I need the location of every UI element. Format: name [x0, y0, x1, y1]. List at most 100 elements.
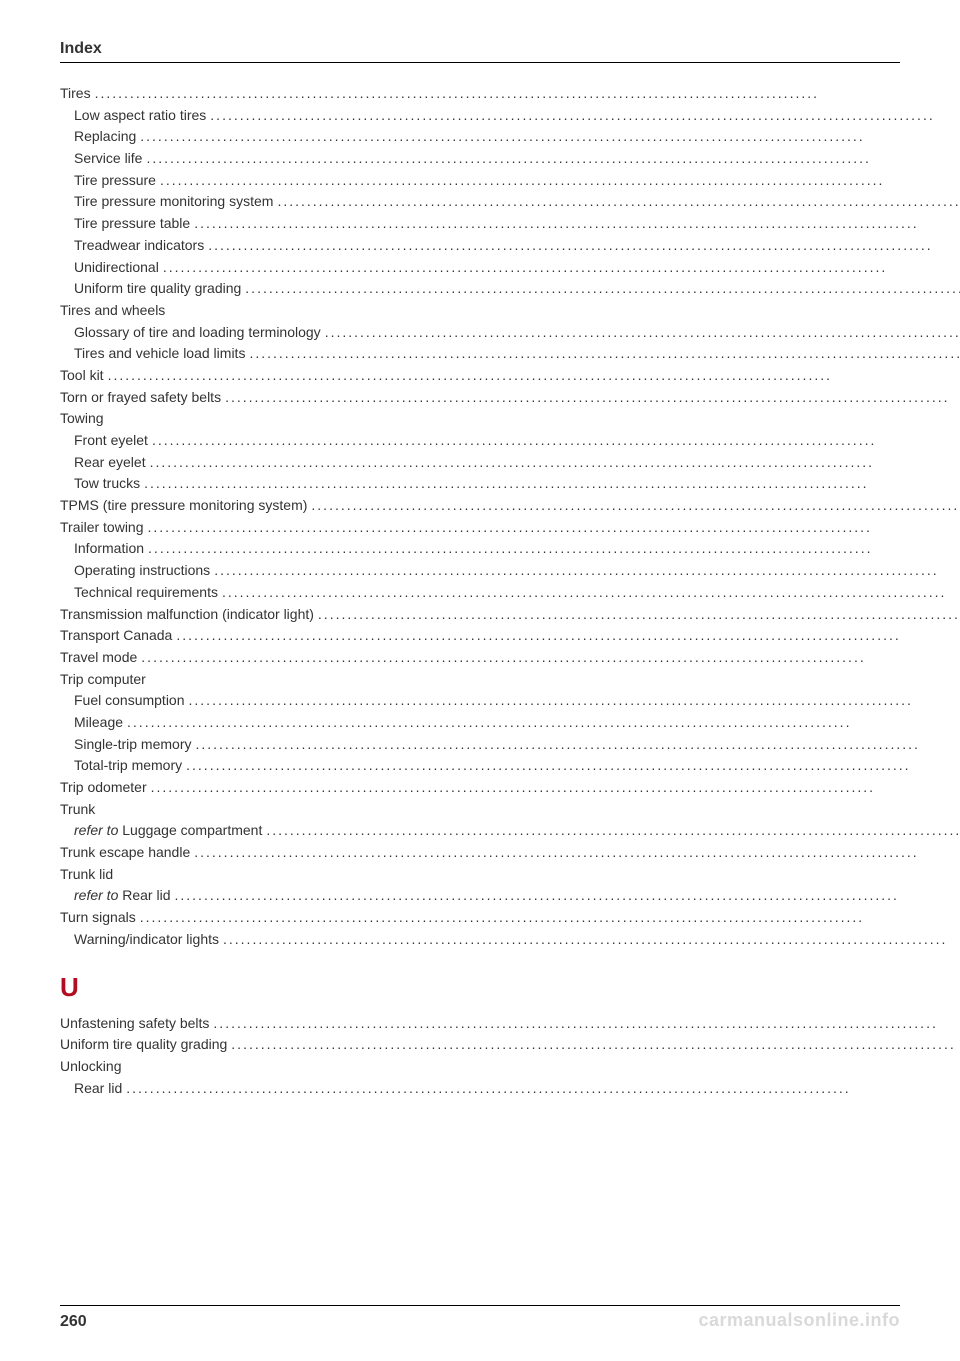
- leader-dots: [318, 604, 960, 626]
- index-entry: Trunk escape handle34: [60, 842, 960, 864]
- entry-label: Unlocking: [60, 1056, 121, 1078]
- entry-label: Tow trucks: [74, 473, 140, 495]
- entry-label: Single-trip memory: [74, 734, 191, 756]
- index-entry: Unlocking: [60, 1056, 960, 1078]
- left-column: Tires207Low aspect ratio tires223Replaci…: [60, 83, 960, 1100]
- entry-label: Travel mode: [60, 647, 137, 669]
- leader-dots: [151, 777, 960, 799]
- index-entry: Transport Canada119: [60, 625, 960, 647]
- entry-label: Tire pressure monitoring system: [74, 191, 273, 213]
- entry-label: Tires: [60, 83, 91, 105]
- index-entry: Tires207: [60, 83, 960, 105]
- leader-dots: [231, 1034, 960, 1056]
- index-entry: Rear eyelet241: [60, 452, 960, 474]
- leader-dots: [175, 885, 960, 907]
- index-entry: Tire pressure monitoring system224, 225: [60, 191, 960, 213]
- leader-dots: [325, 322, 960, 344]
- index-entry: Trunk lid: [60, 864, 960, 886]
- leader-dots: [140, 907, 960, 929]
- leader-dots: [225, 387, 960, 409]
- index-entry: Tires and vehicle load limits219: [60, 343, 960, 365]
- index-entry: Fuel consumption22: [60, 690, 960, 712]
- section-letter: U: [60, 967, 960, 1007]
- index-entry: Warning/indicator lights20: [60, 929, 960, 951]
- index-entry: Technical requirements179, 180: [60, 582, 960, 604]
- watermark-site: carmanualsonline.info: [698, 1310, 900, 1331]
- index-entry: Torn or frayed safety belts124: [60, 387, 960, 409]
- leader-dots: [150, 452, 960, 474]
- entry-label: Tire pressure table: [74, 213, 190, 235]
- leader-dots: [195, 734, 960, 756]
- leader-dots: [148, 517, 960, 539]
- entry-label: Replacing: [74, 126, 136, 148]
- index-entry: Mileage22: [60, 712, 960, 734]
- entry-label: Unidirectional: [74, 257, 159, 279]
- entry-label: Front eyelet: [74, 430, 148, 452]
- leader-dots: [160, 170, 960, 192]
- leader-dots: [126, 1078, 960, 1100]
- entry-label: Glossary of tire and loading terminology: [74, 322, 321, 344]
- index-entry: Tow trucks240: [60, 473, 960, 495]
- index-entry: Uniform tire quality grading224: [60, 278, 960, 300]
- index-entry: TPMS (tire pressure monitoring system)22…: [60, 495, 960, 517]
- index-entry: Trip computer: [60, 669, 960, 691]
- entry-label: Towing: [60, 408, 104, 430]
- index-entry: Trip odometer10: [60, 777, 960, 799]
- leader-dots: [189, 690, 960, 712]
- index-entry: refer to Luggage compartment63, 116: [60, 820, 960, 842]
- index-entry: Low aspect ratio tires223: [60, 105, 960, 127]
- entry-label: Trailer towing: [60, 517, 144, 539]
- entry-label: Trip computer: [60, 669, 146, 691]
- index-entry: Travel mode50: [60, 647, 960, 669]
- index-entry: Tire pressure217, 226: [60, 170, 960, 192]
- page-number: 260: [60, 1313, 87, 1331]
- entry-label: Uniform tire quality grading: [60, 1034, 227, 1056]
- index-entry: Turn signals49: [60, 907, 960, 929]
- index-entry: Transmission malfunction (indicator ligh…: [60, 604, 960, 626]
- leader-dots: [214, 560, 960, 582]
- entry-label: refer to Rear lid: [74, 885, 171, 907]
- entry-label: Turn signals: [60, 907, 136, 929]
- index-entry: Towing: [60, 408, 960, 430]
- index-entry: Tire pressure table218: [60, 213, 960, 235]
- entry-label: refer to Luggage compartment: [74, 820, 262, 842]
- leader-dots: [140, 126, 960, 148]
- leader-dots: [95, 83, 960, 105]
- leader-dots: [108, 365, 960, 387]
- index-entry: Tires and wheels: [60, 300, 960, 322]
- index-entry: Treadwear indicators215: [60, 235, 960, 257]
- index-header: Index: [60, 40, 900, 63]
- leader-dots: [222, 582, 960, 604]
- entry-label: Mileage: [74, 712, 123, 734]
- index-entry: Replacing228: [60, 126, 960, 148]
- entry-label: Trip odometer: [60, 777, 147, 799]
- leader-dots: [127, 712, 960, 734]
- leader-dots: [277, 191, 960, 213]
- entry-label: Rear eyelet: [74, 452, 146, 474]
- index-entry: Unidirectional209: [60, 257, 960, 279]
- entry-label: Torn or frayed safety belts: [60, 387, 221, 409]
- entry-label: TPMS (tire pressure monitoring system): [60, 495, 307, 517]
- leader-dots: [245, 278, 960, 300]
- entry-label: Technical requirements: [74, 582, 218, 604]
- entry-label: Unfastening safety belts: [60, 1013, 209, 1035]
- leader-dots: [148, 538, 960, 560]
- index-entry: Glossary of tire and loading terminology…: [60, 322, 960, 344]
- leader-dots: [163, 257, 960, 279]
- entry-label: Transport Canada: [60, 625, 172, 647]
- entry-label: Trunk: [60, 799, 95, 821]
- leader-dots: [194, 213, 960, 235]
- entry-label: Tool kit: [60, 365, 104, 387]
- leader-dots: [152, 430, 960, 452]
- leader-dots: [144, 473, 960, 495]
- index-entry: Information180: [60, 538, 960, 560]
- entry-label: Tires and vehicle load limits: [74, 343, 245, 365]
- entry-label: Tires and wheels: [60, 300, 165, 322]
- leader-dots: [213, 1013, 960, 1035]
- entry-label: Warning/indicator lights: [74, 929, 219, 951]
- entry-label: Trunk lid: [60, 864, 113, 886]
- leader-dots: [311, 495, 960, 517]
- entry-label: Transmission malfunction (indicator ligh…: [60, 604, 314, 626]
- entry-label: Information: [74, 538, 144, 560]
- entry-label: Operating instructions: [74, 560, 210, 582]
